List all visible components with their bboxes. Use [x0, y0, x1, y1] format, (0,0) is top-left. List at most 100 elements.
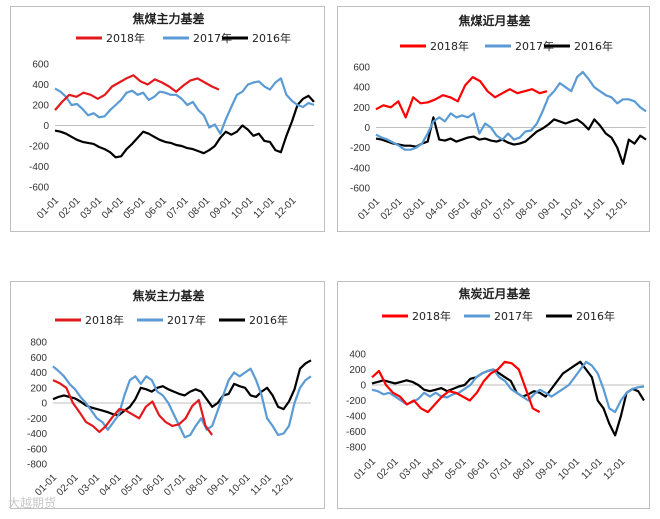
- y-tick-label: -400: [29, 162, 49, 173]
- y-tick-label: -200: [346, 396, 366, 407]
- x-tick-label: 12-01: [604, 196, 630, 222]
- y-tick-label: 600: [30, 353, 47, 364]
- series-line: [52, 359, 312, 417]
- legend-entry: 2017年: [494, 309, 533, 323]
- x-tick-label: 12-01: [602, 456, 628, 482]
- y-tick-label: 200: [349, 365, 366, 376]
- coking-coal-main-basis-chart: 焦煤主力基差 2018年 2017年 2016年 600 400 200 0 -200 -400 -…: [29, 11, 315, 221]
- chart-title: 焦煤近月基差: [457, 13, 530, 28]
- legend-entry: 2017年: [193, 31, 232, 45]
- chart-panel-coke-near-month-basis: 焦炭近月基差 2018年 2017年 2016年 400 200 0 -200 -400 -600…: [337, 281, 650, 509]
- y-tick-label: -800: [27, 460, 47, 471]
- legend-entry: 2016年: [249, 313, 288, 327]
- x-tick-label: 07-01: [162, 472, 188, 498]
- series-line: [52, 365, 312, 439]
- legend-entry: 2018年: [430, 39, 469, 53]
- y-tick-label: -600: [29, 183, 49, 194]
- legend-entry: 2016年: [252, 31, 291, 45]
- x-tick-label: 02-01: [55, 472, 81, 498]
- y-tick-label: 0: [364, 123, 370, 134]
- y-tick-label: 200: [30, 383, 47, 394]
- chart-panel-coke-main-basis: 焦炭主力基差 2018年 2017年 2016年 800 600 400 200 0 -200 -4…: [10, 281, 325, 509]
- chart-title: 焦炭近月基差: [457, 286, 530, 301]
- x-tick-label: 11-01: [582, 196, 608, 222]
- legend-entry: 2016年: [576, 309, 615, 323]
- chart-panel-coking-coal-near-month-basis: 焦煤近月基差 2018年 2017年 2016年 600 400 200 0 -200 -400 -…: [337, 6, 650, 232]
- legend-entry: 2018年: [85, 313, 124, 327]
- x-tick-label: 05-01: [446, 196, 472, 222]
- x-tick-label: 07-01: [488, 456, 514, 482]
- y-tick-label: 400: [30, 368, 47, 379]
- legend-entry: 2016年: [574, 39, 613, 53]
- x-tick-label: 12-01: [270, 472, 296, 498]
- x-tick-label: 01-01: [35, 195, 61, 221]
- series-line: [375, 116, 647, 165]
- x-tick-label: 10-01: [559, 196, 585, 222]
- x-tick-label: 04-01: [420, 456, 446, 482]
- x-tick-label: 08-01: [186, 195, 212, 221]
- y-tick-label: -200: [29, 142, 49, 153]
- x-tick-label: 03-01: [78, 195, 104, 221]
- chart-title: 焦煤主力基差: [131, 11, 204, 26]
- y-tick-label: 200: [32, 101, 49, 112]
- y-tick-label: 0: [360, 381, 366, 392]
- y-tick-label: 800: [30, 338, 47, 349]
- x-tick-label: 06-01: [143, 195, 169, 221]
- x-tick-label: 04-01: [100, 195, 126, 221]
- x-tick-label: 11-01: [252, 195, 278, 221]
- y-tick-label: -200: [27, 414, 47, 425]
- legend-entry: 2017年: [167, 313, 206, 327]
- series-line: [375, 75, 548, 119]
- chart-title: 焦炭主力基差: [131, 288, 204, 303]
- y-tick-label: 400: [32, 80, 49, 91]
- chart-panel-coking-coal-main-basis: 焦煤主力基差 2018年 2017年 2016年 600 400 200 0 -200 -400 -…: [10, 6, 325, 232]
- x-tick-label: 08-01: [511, 456, 537, 482]
- y-tick-label: -600: [350, 184, 370, 195]
- x-tick-label: 10-01: [230, 195, 256, 221]
- x-tick-label: 03-01: [401, 196, 427, 222]
- x-tick-label: 09-01: [536, 196, 562, 222]
- y-tick-label: 200: [353, 103, 370, 114]
- x-tick-label: 07-01: [165, 195, 191, 221]
- x-tick-label: 05-01: [443, 456, 469, 482]
- series-line: [371, 360, 541, 414]
- coke-main-basis-chart: 焦炭主力基差 2018年 2017年 2016年 800 600 400 200 0 -200 -4…: [27, 288, 312, 498]
- watermark: 大越期货: [8, 496, 57, 510]
- y-tick-label: 0: [43, 121, 49, 132]
- x-tick-label: 10-01: [556, 456, 582, 482]
- x-tick-label: 02-01: [57, 195, 83, 221]
- x-tick-label: 06-01: [466, 456, 492, 482]
- x-tick-label: 07-01: [491, 196, 517, 222]
- coke-near-month-basis-chart: 焦炭近月基差 2018年 2017年 2016年 400 200 0 -200 -400 -600…: [346, 286, 645, 482]
- series-line: [375, 70, 647, 151]
- x-tick-label: 04-01: [98, 472, 124, 498]
- y-tick-label: -600: [346, 427, 366, 438]
- x-tick-label: 12-01: [273, 195, 299, 221]
- x-tick-label: 03-01: [76, 472, 102, 498]
- y-tick-label: -200: [350, 143, 370, 154]
- y-tick-label: -400: [346, 412, 366, 423]
- x-tick-label: 09-01: [208, 195, 234, 221]
- x-tick-label: 09-01: [205, 472, 231, 498]
- x-tick-label: 03-01: [398, 456, 424, 482]
- x-tick-label: 05-01: [122, 195, 148, 221]
- coking-coal-near-month-basis-chart: 焦煤近月基差 2018年 2017年 2016年 600 400 200 0 -200 -400 -…: [350, 13, 647, 222]
- x-tick-label: 09-01: [534, 456, 560, 482]
- x-tick-label: 05-01: [119, 472, 145, 498]
- legend-entry: 2018年: [412, 309, 451, 323]
- series-line: [371, 360, 645, 437]
- x-tick-label: 11-01: [249, 472, 275, 498]
- y-tick-label: 600: [353, 63, 370, 74]
- y-tick-label: 600: [32, 60, 49, 71]
- y-tick-label: -400: [27, 429, 47, 440]
- y-tick-label: -800: [346, 443, 366, 454]
- legend-entry: 2018年: [106, 31, 145, 45]
- x-tick-label: 04-01: [424, 196, 450, 222]
- y-tick-label: 0: [41, 399, 47, 410]
- x-tick-label: 08-01: [184, 472, 210, 498]
- y-tick-label: -600: [27, 444, 47, 455]
- x-tick-label: 11-01: [579, 456, 605, 482]
- legend-entry: 2017年: [515, 39, 554, 53]
- series-line: [52, 379, 213, 436]
- y-tick-label: -400: [350, 163, 370, 174]
